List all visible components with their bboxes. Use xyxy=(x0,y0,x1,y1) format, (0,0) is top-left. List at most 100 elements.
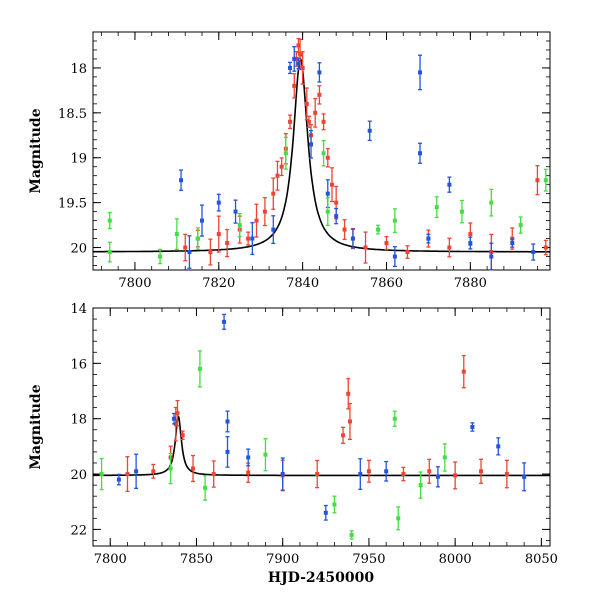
data-point xyxy=(222,319,227,324)
x-tick-label: 8000 xyxy=(439,552,472,567)
data-point xyxy=(195,236,200,241)
data-point xyxy=(233,209,238,214)
x-tick-label: 7840 xyxy=(286,276,319,291)
data-point xyxy=(271,191,276,196)
bottom-panel: 7800 7850 7900 7950 8000 8050 14 16 18 20 22 Magni… xyxy=(28,302,558,586)
bottom-y-axis-label: Magnitude xyxy=(28,384,44,469)
data-point xyxy=(363,245,368,250)
data-point xyxy=(392,218,397,223)
data-point xyxy=(350,236,355,241)
top-panel: 7800 7820 7840 7860 7880 18 18.5 19 19.5 20 Magni… xyxy=(28,31,551,291)
data-point xyxy=(405,250,410,255)
data-point xyxy=(180,433,185,438)
data-point xyxy=(315,472,320,477)
data-point xyxy=(334,200,339,205)
data-point xyxy=(434,205,439,210)
data-point xyxy=(479,469,484,474)
data-point xyxy=(347,419,352,424)
data-point xyxy=(543,245,548,250)
model-curve-line xyxy=(93,57,550,253)
data-point xyxy=(158,254,163,259)
data-point xyxy=(470,425,475,429)
data-point xyxy=(367,128,372,133)
data-point xyxy=(151,469,156,474)
data-point xyxy=(468,241,473,246)
data-point xyxy=(283,151,288,156)
x-tick-label: 7800 xyxy=(118,276,151,291)
data-point xyxy=(346,391,351,396)
x-tick-label: 7860 xyxy=(370,276,403,291)
data-point xyxy=(427,469,432,474)
data-point xyxy=(442,455,447,460)
y-tick-label: 20 xyxy=(70,468,87,483)
data-point xyxy=(392,416,397,421)
data-point xyxy=(535,178,540,183)
data-point xyxy=(453,473,458,478)
data-point xyxy=(459,209,464,214)
data-point xyxy=(292,56,297,61)
data-point xyxy=(197,366,202,371)
data-point xyxy=(172,416,177,421)
data-point xyxy=(254,218,259,223)
x-tick-label: 7950 xyxy=(352,552,385,567)
data-point xyxy=(358,472,363,477)
data-point xyxy=(510,241,515,246)
data-point xyxy=(496,444,501,449)
data-point xyxy=(191,466,196,471)
data-point xyxy=(384,469,389,474)
data-point xyxy=(168,466,173,471)
data-point xyxy=(323,510,328,515)
data-point xyxy=(401,472,406,477)
data-point xyxy=(435,474,440,479)
data-point xyxy=(208,250,213,255)
y-tick-label: 18.5 xyxy=(58,107,87,122)
x-tick-label: 7850 xyxy=(180,552,213,567)
x-tick-label: 7800 xyxy=(94,552,127,567)
data-point xyxy=(116,477,121,482)
data-point xyxy=(522,474,527,479)
y-tick-label: 18 xyxy=(70,413,87,428)
y-tick-label: 19.5 xyxy=(58,197,87,212)
bottom-data-points xyxy=(99,313,527,540)
data-point xyxy=(334,214,339,219)
data-point xyxy=(175,411,180,416)
data-point xyxy=(250,236,255,241)
x-tick-label: 8050 xyxy=(525,552,558,567)
data-point xyxy=(279,164,284,169)
data-point xyxy=(125,472,130,477)
data-point xyxy=(447,182,452,187)
data-point xyxy=(341,433,346,438)
data-point xyxy=(225,449,230,454)
data-point xyxy=(531,250,536,255)
data-point xyxy=(325,191,330,196)
data-point xyxy=(246,470,251,475)
data-point xyxy=(396,516,401,521)
data-point xyxy=(342,227,347,232)
y-tick-label: 20 xyxy=(70,242,87,257)
data-point xyxy=(294,56,299,61)
data-point xyxy=(275,173,280,178)
data-point xyxy=(203,485,208,490)
data-point xyxy=(317,92,322,97)
data-point xyxy=(329,182,334,187)
data-point xyxy=(99,472,104,477)
data-point xyxy=(306,119,311,124)
data-point xyxy=(107,218,112,223)
data-point xyxy=(321,119,326,124)
data-point xyxy=(309,142,314,147)
data-point xyxy=(271,227,276,232)
data-point xyxy=(313,110,318,115)
bottom-axis-ticks: 7800 7850 7900 7950 8000 8050 14 16 18 20 22 xyxy=(70,302,557,567)
data-point xyxy=(504,472,509,477)
data-point xyxy=(296,61,301,66)
data-point xyxy=(288,65,293,70)
data-point xyxy=(489,200,494,205)
data-point xyxy=(426,236,431,241)
y-tick-label: 19 xyxy=(70,152,87,167)
data-point xyxy=(237,223,242,228)
data-point xyxy=(292,83,297,88)
data-point xyxy=(296,43,301,48)
data-point xyxy=(179,178,184,183)
data-point xyxy=(107,250,112,255)
